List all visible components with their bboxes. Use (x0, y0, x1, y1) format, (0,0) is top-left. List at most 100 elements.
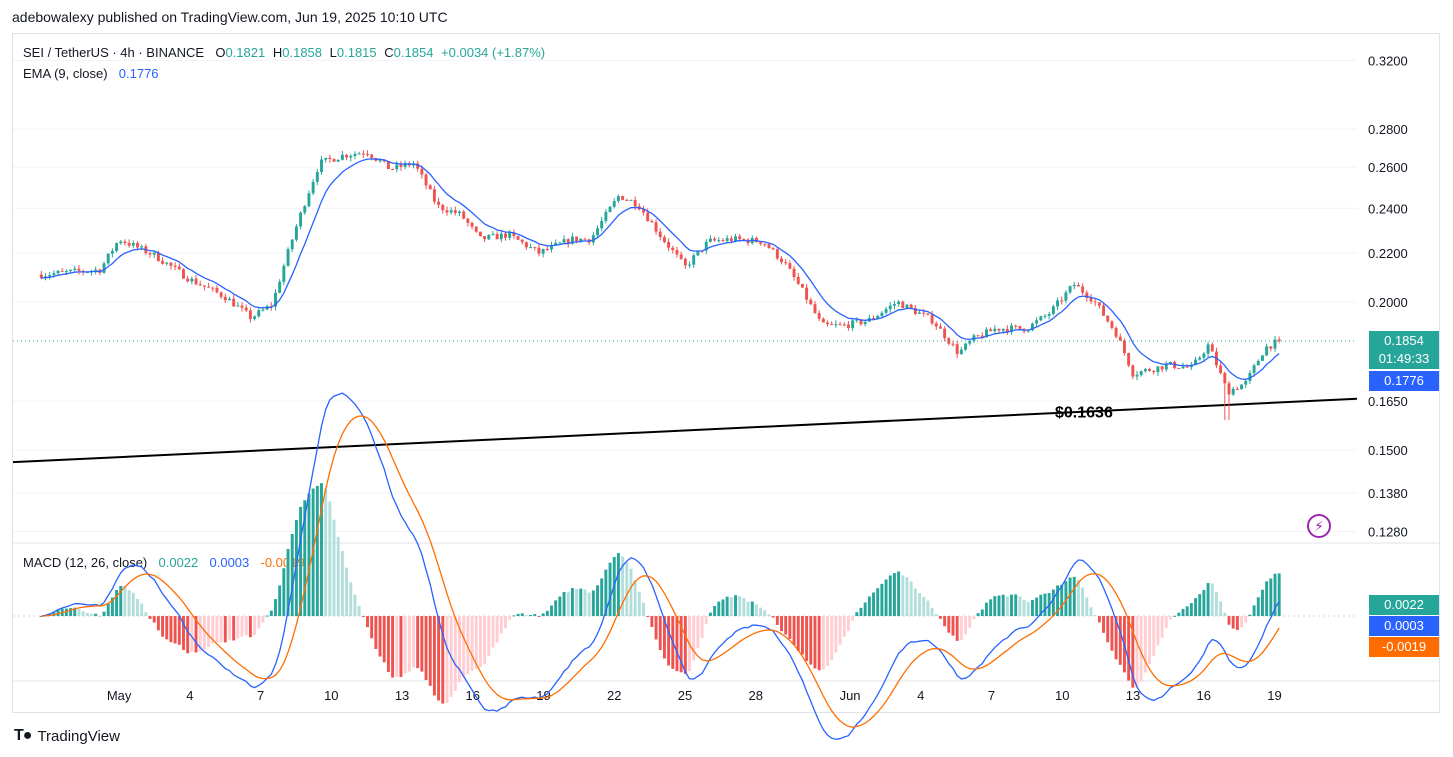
candle-body (717, 240, 721, 242)
candle-body (1068, 286, 1072, 293)
candle-body (554, 242, 558, 246)
y-tick-label: 0.2000 (1368, 295, 1408, 310)
macd-histogram-bar (85, 613, 89, 617)
candle-body (173, 265, 177, 267)
macd-histogram-bar (248, 616, 252, 638)
macd-histogram-bar (370, 616, 374, 639)
candle-body (1056, 300, 1060, 307)
candle-body (445, 210, 449, 213)
macd-histogram-bar (583, 589, 587, 617)
macd-histogram-bar (813, 616, 817, 669)
macd-histogram-bar (788, 616, 792, 639)
candle-body (357, 153, 361, 155)
candle-body (165, 262, 169, 264)
candle-body (232, 298, 236, 307)
macd-histogram-bar (805, 616, 809, 661)
candle-body (449, 210, 453, 213)
candle-body (646, 212, 650, 222)
candle-body (533, 247, 537, 249)
last-price-tag: 0.1854 01:49:33 (1369, 331, 1439, 369)
macd-histogram-bar (1026, 601, 1030, 617)
candle-body (704, 241, 708, 251)
macd-histogram-bar (90, 613, 93, 617)
macd-histogram-bar (884, 579, 888, 617)
candle-body (846, 324, 850, 329)
macd-histogram-bar (964, 616, 967, 635)
candle-body (420, 168, 424, 175)
candle-body (934, 323, 938, 327)
macd-histogram-bar (951, 616, 955, 636)
macd-histogram-bar (976, 613, 980, 617)
ema-legend[interactable]: EMA (9, close) 0.1776 (23, 66, 163, 81)
tradingview-logo[interactable]: T● TradingView (14, 727, 120, 745)
candle-body (721, 240, 725, 242)
candle-body (888, 305, 892, 310)
candle-body (244, 307, 248, 311)
macd-histogram-bar (1223, 612, 1227, 617)
macd-histogram-bar (148, 616, 152, 620)
macd-histogram-bar (1110, 616, 1114, 651)
macd-histogram-bar (1089, 607, 1093, 617)
candle-body (491, 233, 495, 235)
symbol-label[interactable]: SEI / TetherUS · 4h · BINANCE (23, 45, 205, 60)
candle-body (671, 247, 675, 251)
macd-histogram-bar (692, 616, 696, 661)
candle-body (194, 278, 198, 285)
macd-histogram-bar (984, 602, 988, 617)
macd-histogram-bar (374, 616, 378, 650)
macd-histogram-bar (759, 607, 763, 617)
macd-histogram-bar (621, 556, 625, 617)
candle-body (278, 281, 282, 293)
macd-histogram-bar (81, 611, 85, 617)
macd-line (41, 392, 1280, 740)
candle-body (1156, 366, 1160, 373)
macd-histogram-bar (629, 568, 633, 617)
candle-body (650, 221, 654, 223)
candle-body (679, 254, 683, 259)
macd-line-value: 0.0003 (209, 555, 250, 570)
macd-histogram-bar (938, 616, 942, 619)
candle-body (880, 312, 884, 316)
macd-histogram-bar (119, 585, 123, 617)
macd-histogram-bar (152, 616, 156, 623)
candle-body (838, 324, 842, 326)
macd-histogram-bar (1235, 616, 1239, 630)
macd-histogram-bar (750, 601, 754, 617)
candle-body (980, 335, 984, 338)
candle-body (73, 268, 77, 270)
x-tick-label: 10 (324, 688, 338, 703)
candle-body (800, 283, 804, 288)
candle-body (633, 199, 637, 207)
x-tick-label: 10 (1055, 688, 1069, 703)
candle-body (918, 312, 921, 314)
macd-histogram-bar (215, 616, 219, 643)
macd-histogram-bar (190, 616, 194, 652)
candle-body (625, 199, 629, 201)
candle-body (336, 159, 340, 162)
candle-body (817, 313, 821, 319)
candle-body (784, 262, 788, 264)
macd-histogram-bar (340, 550, 344, 617)
macd-histogram-bar (207, 616, 211, 648)
candle-body (499, 233, 503, 240)
bar-countdown: 01:49:33 (1378, 351, 1430, 366)
macd-histogram-bar (1194, 598, 1198, 617)
candle-body (541, 249, 545, 254)
candle-body (77, 268, 81, 271)
macd-histogram-bar (821, 616, 825, 670)
lightning-icon[interactable]: ⚡ (1307, 514, 1331, 538)
macd-histogram-bar (872, 592, 875, 617)
close-value: 0.1854 (393, 45, 434, 60)
candle-body (261, 309, 265, 311)
macd-histogram-bar (754, 604, 758, 617)
candle-body (834, 324, 838, 326)
macd-histogram-bar (1039, 594, 1043, 617)
macd-histogram-bar (541, 613, 545, 617)
candle-body (432, 189, 436, 202)
chart-frame (12, 33, 1440, 713)
candle-body (315, 171, 319, 182)
macd-histogram-bar (508, 616, 512, 620)
macd-histogram-bar (897, 571, 901, 617)
y-tick-label: 0.2400 (1368, 201, 1408, 216)
